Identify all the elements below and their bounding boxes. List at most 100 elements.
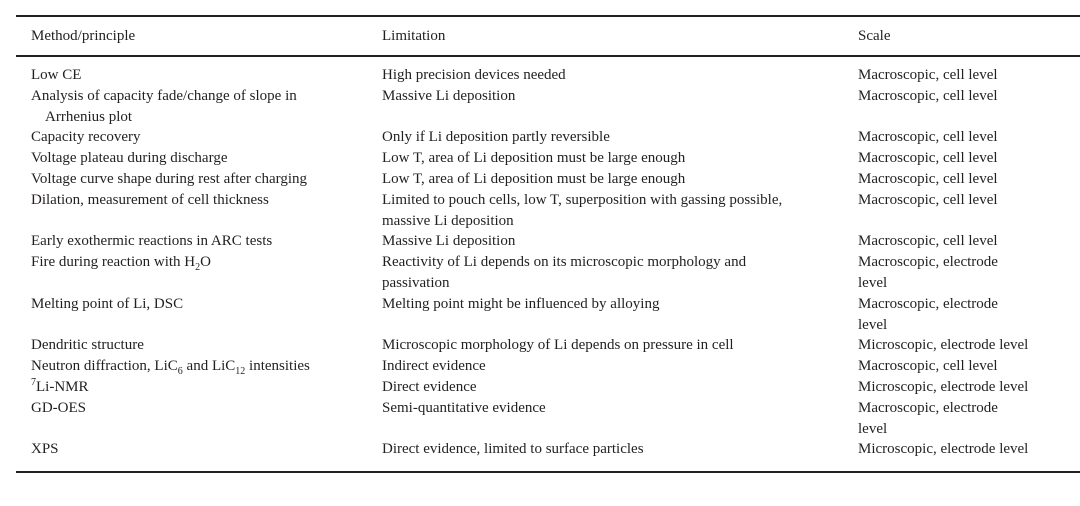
method: Analysis of capacity fade/change of slop… <box>31 87 297 104</box>
method: Dilation, measurement of cell thickness <box>31 191 269 208</box>
scale-cell: Macroscopic, electrode level <box>858 252 1080 294</box>
table-row: GD-OES Semi-quantitative evidence Macrosco… <box>16 398 1080 440</box>
limitation-cell: Direct evidence <box>382 377 858 398</box>
limitation-cell: High precision devices needed <box>382 55 858 86</box>
scale-cell: Macroscopic, cell level <box>858 231 1080 252</box>
limitation: Low T, area of Li deposition must be lar… <box>382 150 686 167</box>
scale: Macroscopic, cell level <box>858 233 998 250</box>
scale-cell: Microscopic, electrode level <box>858 335 1080 356</box>
method-sup: 7 <box>31 376 36 388</box>
table-row: 7Li-NMR Direct evidence Microscopic, elect… <box>16 377 1080 398</box>
table-row: Voltage plateau during discharge Low T, a… <box>16 148 1080 169</box>
scale-cell: Macroscopic, cell level <box>858 127 1080 148</box>
method: Early exothermic reactions in ARC tests <box>31 233 273 250</box>
method-continued: Arrhenius plot <box>45 108 133 125</box>
limitation: Semi-quantitative evidence <box>382 399 546 416</box>
method-cell: Dendritic structure <box>16 335 382 356</box>
limitation: Massive Li deposition <box>382 87 516 104</box>
method-cell: Early exothermic reactions in ARC tests <box>16 231 382 252</box>
table-row: Early exothermic reactions in ARC tests M… <box>16 231 1080 252</box>
limitation-cell: Melting point might be influenced by all… <box>382 294 858 336</box>
limitation-cell: Massive Li deposition <box>382 86 858 128</box>
limitation-cell: Only if Li deposition partly reversible <box>382 127 858 148</box>
header-rule <box>16 55 1080 57</box>
limitation: Low T, area of Li deposition must be lar… <box>382 170 686 187</box>
table-row: Dilation, measurement of cell thickness L… <box>16 190 1080 232</box>
scale: Macroscopic, electrode <box>858 399 998 416</box>
limitation: Reactivity of Li depends on its microsco… <box>382 254 747 271</box>
limitation: Massive Li deposition <box>382 233 516 250</box>
scale: Macroscopic, cell level <box>858 191 998 208</box>
scale: Macroscopic, cell level <box>858 87 998 104</box>
table-row: Melting point of Li, DSC Melting point mi… <box>16 294 1080 336</box>
method-cell: Dilation, measurement of cell thickness <box>16 190 382 232</box>
scale: Microscopic, electrode level <box>858 337 1029 354</box>
method: GD-OES <box>31 399 86 416</box>
method: Low CE <box>31 67 82 83</box>
limitation: Direct evidence, limited to surface part… <box>382 441 644 458</box>
method: Fire during reaction with H <box>31 254 196 271</box>
scale-continued: level <box>858 420 888 437</box>
bottom-rule <box>16 471 1080 473</box>
method-cell: Voltage curve shape during rest after ch… <box>16 169 382 190</box>
table-row: Capacity recovery Only if Li deposition p… <box>16 127 1080 148</box>
scale-cell: Macroscopic, cell level <box>858 86 1080 128</box>
scale-cell: Macroscopic, electrode level <box>858 398 1080 440</box>
scale-cell: Macroscopic, electrode level <box>858 294 1080 336</box>
method-cell: Capacity recovery <box>16 127 382 148</box>
limitation-continued: massive Li deposition <box>382 212 514 229</box>
method: Capacity recovery <box>31 129 141 146</box>
method-cell: Voltage plateau during discharge <box>16 148 382 169</box>
scale: Microscopic, electrode level <box>858 378 1029 395</box>
limitation: High precision devices needed <box>382 67 566 83</box>
limitation-cell: Massive Li deposition <box>382 231 858 252</box>
method-cell: GD-OES <box>16 398 382 440</box>
limitation-cell: Direct evidence, limited to surface part… <box>382 439 858 472</box>
limitation-cell: Limited to pouch cells, low T, superposi… <box>382 190 858 232</box>
scale: Macroscopic, cell level <box>858 358 998 375</box>
limitation: Melting point might be influenced by all… <box>382 295 660 312</box>
scale: Macroscopic, cell level <box>858 129 998 146</box>
scale-cell: Macroscopic, cell level <box>858 55 1080 86</box>
table-row: XPS Direct evidence, limited to surface p… <box>16 439 1080 472</box>
scale: Macroscopic, electrode <box>858 295 998 312</box>
limitation: Indirect evidence <box>382 358 486 375</box>
limitation: Limited to pouch cells, low T, superposi… <box>382 191 783 208</box>
method-after: and LiC <box>182 358 236 375</box>
table-row: Analysis of capacity fade/change of slop… <box>16 86 1080 128</box>
method-cell: Low CE <box>16 55 382 86</box>
limitation-cell: Microscopic morphology of Li depends on … <box>382 335 858 356</box>
scale-cell: Macroscopic, cell level <box>858 169 1080 190</box>
scale-cell: Macroscopic, cell level <box>858 148 1080 169</box>
limitation-cell: Reactivity of Li depends on its microsco… <box>382 252 858 294</box>
scale-cell: Macroscopic, cell level <box>858 356 1080 377</box>
method-cell: Fire during reaction with H2O <box>16 252 382 294</box>
table-row: Neutron diffraction, LiC6 and LiC12 inte… <box>16 356 1080 377</box>
method-sub2: 12 <box>235 366 246 378</box>
scale: Macroscopic, cell level <box>858 150 998 167</box>
scale-cell: Microscopic, electrode level <box>858 377 1080 398</box>
method: Voltage curve shape during rest after ch… <box>31 170 308 187</box>
method-sub: 2 <box>195 262 201 274</box>
method-cell: Melting point of Li, DSC <box>16 294 382 336</box>
methods-table: Method/principle Limitation Scale Low CE… <box>16 17 1080 472</box>
scale: Macroscopic, cell level <box>858 170 998 187</box>
limitation: Microscopic morphology of Li depends on … <box>382 337 734 354</box>
header-scale: Scale <box>858 28 891 44</box>
method-cell: 7Li-NMR <box>16 377 382 398</box>
limitation: Direct evidence <box>382 378 477 395</box>
method: Melting point of Li, DSC <box>31 295 184 312</box>
limitation: Only if Li deposition partly reversible <box>382 129 610 146</box>
limitation-cell: Low T, area of Li deposition must be lar… <box>382 169 858 190</box>
table-row: Dendritic structure Microscopic morpholog… <box>16 335 1080 356</box>
scale-continued: level <box>858 316 888 333</box>
method: Voltage plateau during discharge <box>31 150 228 167</box>
method-cell: XPS <box>16 439 382 472</box>
header-limitation: Limitation <box>382 28 446 44</box>
scale: Microscopic, electrode level <box>858 441 1029 458</box>
scale: Macroscopic, cell level <box>858 67 998 83</box>
header-method: Method/principle <box>31 28 136 44</box>
top-rule <box>16 15 1080 17</box>
scale-continued: level <box>858 274 888 291</box>
table-row: Low CE High precision devices needed Macro… <box>16 55 1080 86</box>
